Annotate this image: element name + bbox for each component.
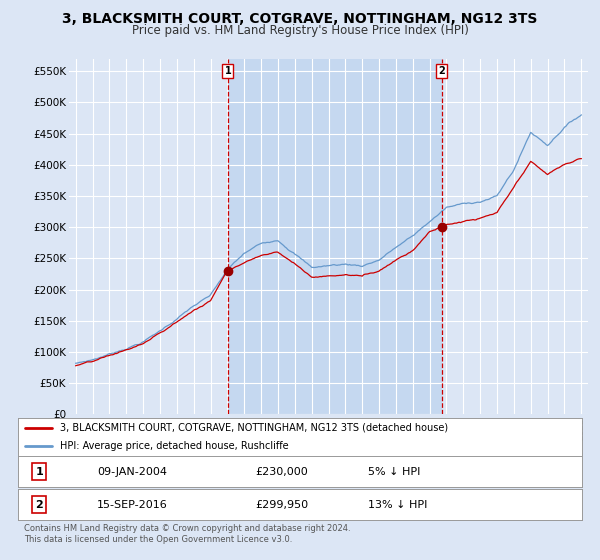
- Text: £299,950: £299,950: [255, 500, 308, 510]
- Text: £230,000: £230,000: [255, 466, 308, 477]
- Text: HPI: Average price, detached house, Rushcliffe: HPI: Average price, detached house, Rush…: [60, 441, 289, 451]
- Text: 2: 2: [438, 66, 445, 76]
- Text: 2: 2: [35, 500, 43, 510]
- Text: 09-JAN-2004: 09-JAN-2004: [97, 466, 167, 477]
- Bar: [228, 59, 442, 414]
- Text: 1: 1: [35, 466, 43, 477]
- Text: 3, BLACKSMITH COURT, COTGRAVE, NOTTINGHAM, NG12 3TS (detached house): 3, BLACKSMITH COURT, COTGRAVE, NOTTINGHA…: [60, 423, 448, 433]
- Text: 1: 1: [224, 66, 231, 76]
- Text: 15-SEP-2016: 15-SEP-2016: [97, 500, 168, 510]
- Text: Contains HM Land Registry data © Crown copyright and database right 2024.
This d: Contains HM Land Registry data © Crown c…: [24, 524, 350, 544]
- Text: 5% ↓ HPI: 5% ↓ HPI: [368, 466, 420, 477]
- Text: 3, BLACKSMITH COURT, COTGRAVE, NOTTINGHAM, NG12 3TS: 3, BLACKSMITH COURT, COTGRAVE, NOTTINGHA…: [62, 12, 538, 26]
- Text: Price paid vs. HM Land Registry's House Price Index (HPI): Price paid vs. HM Land Registry's House …: [131, 24, 469, 37]
- Text: 13% ↓ HPI: 13% ↓ HPI: [368, 500, 427, 510]
